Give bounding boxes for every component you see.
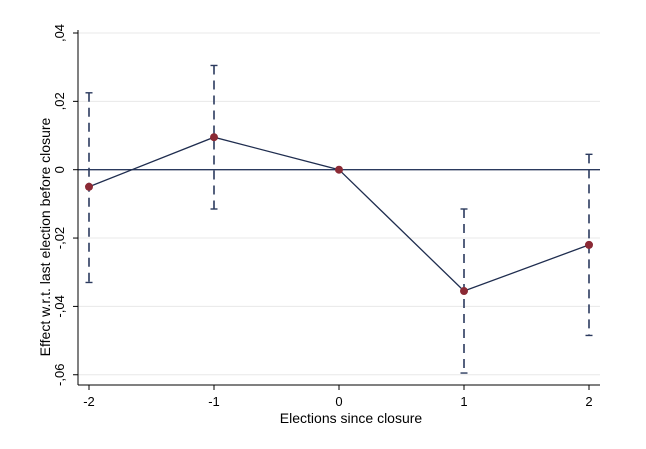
x-axis-title: Elections since closure xyxy=(280,410,423,426)
x-ticks: -2 -1 0 1 2 xyxy=(83,385,593,409)
x-tick-label: -1 xyxy=(208,394,220,409)
x-tick-label: 0 xyxy=(335,394,342,409)
x-tick-label: 1 xyxy=(460,394,467,409)
y-tick-label: ,02 xyxy=(52,92,67,110)
gridlines xyxy=(78,32,600,376)
y-tick-label: -,06 xyxy=(52,364,67,386)
confidence-intervals xyxy=(85,64,593,374)
x-tick-label: 2 xyxy=(585,394,592,409)
y-tick-label: -,02 xyxy=(52,227,67,249)
y-tick-label: -,04 xyxy=(52,295,67,317)
x-tick-label: -2 xyxy=(83,394,95,409)
y-ticks: ,04 ,02 0 -,02 -,04 -,06 xyxy=(52,24,78,386)
y-tick-label: ,04 xyxy=(52,24,67,42)
data-point xyxy=(85,182,93,191)
data-point xyxy=(460,287,468,296)
data-point xyxy=(335,165,343,174)
data-point xyxy=(585,240,593,249)
data-point xyxy=(210,133,218,142)
data-points xyxy=(85,133,593,296)
series-line xyxy=(88,136,590,292)
y-axis-title: Effect w.r.t. last election before closu… xyxy=(37,117,53,356)
y-tick-label: 0 xyxy=(52,166,67,173)
